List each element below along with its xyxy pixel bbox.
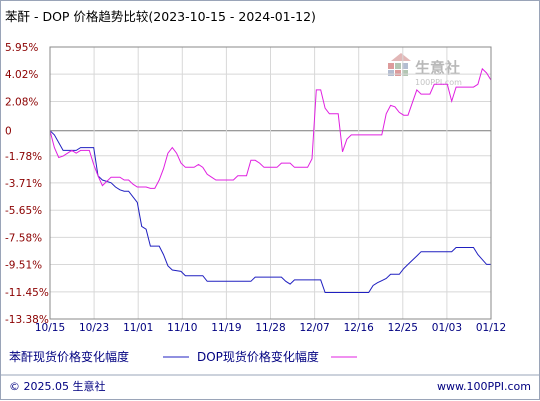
series-line-dop (49, 67, 492, 189)
y-tick-label: 2.08% (5, 96, 38, 108)
x-tick-label: 12/16 (344, 322, 375, 334)
series-lines (49, 67, 492, 293)
legend-item-phthalic-anhydride: 苯酐现货价格变化幅度 (9, 349, 129, 364)
x-tick-label: 10/23 (79, 322, 109, 334)
x-tick-label: 12/07 (299, 322, 329, 334)
y-tick-label: 5.95% (5, 42, 38, 54)
x-tick-label: 12/25 (388, 322, 418, 334)
x-tick-label: 11/19 (211, 322, 241, 334)
footer-site: www.100PPI.com (437, 380, 531, 393)
legend: 苯酐现货价格变化幅度 DOP现货价格变化幅度 (9, 349, 357, 364)
y-axis: 5.95% 4.02% 2.08% 0 -1.78% -3.71% -5.65% -7.58%… (5, 42, 49, 326)
series-line-phthalic-anhydride (49, 130, 491, 293)
legend-item-dop: DOP现货价格变化幅度 (197, 349, 319, 364)
watermark: 生意社 100PPI.com (388, 53, 462, 87)
watermark-logo-icon (388, 53, 411, 76)
y-tick-label: -3.71% (5, 178, 42, 190)
plot-border (49, 46, 492, 320)
watermark-brand: 生意社 (415, 59, 460, 77)
y-tick-label: 0 (5, 126, 12, 138)
watermark-text: 100PPI.com (415, 78, 462, 87)
y-tick-label: -1.78% (5, 151, 42, 163)
x-tick-label: 11/10 (167, 322, 197, 334)
x-axis: 10/15 10/23 11/01 11/10 11/19 11/28 12/07 12/16… (35, 322, 506, 334)
y-tick-label: 4.02% (5, 69, 38, 81)
y-tick-label: -9.51% (5, 260, 42, 272)
y-tick-label: -7.58% (5, 232, 42, 244)
x-tick-label: 11/28 (255, 322, 285, 334)
chart-title: 苯酐 - DOP 价格趋势比较(2023-10-15 - 2024-01-12) (5, 9, 316, 24)
y-tick-label: -5.65% (5, 205, 42, 217)
y-tick-label: -11.45% (5, 287, 49, 299)
x-tick-label: 01/12 (476, 322, 506, 334)
y-tick-label: -13.38% (5, 314, 49, 326)
x-tick-label: 11/01 (123, 322, 153, 334)
x-tick-label: 01/03 (432, 322, 462, 334)
x-tick-label: 10/15 (35, 322, 65, 334)
grid (50, 46, 491, 320)
footer-copyright: © 2025.05 生意社 (9, 379, 105, 393)
